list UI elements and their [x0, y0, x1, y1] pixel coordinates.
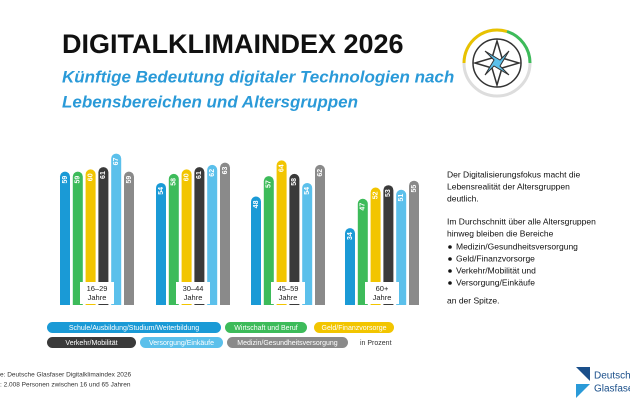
legend-pill [140, 337, 223, 348]
source: e: Deutsche Glasfaser Digitalklimaindex … [0, 372, 132, 379]
legend-pill [47, 322, 221, 333]
bullet [448, 281, 452, 285]
bullet [448, 257, 452, 261]
compass-icon [462, 28, 532, 98]
bar [263, 176, 274, 305]
bar [98, 167, 109, 305]
compass-arc [506, 30, 532, 64]
group-label: 60+ Jahre [373, 284, 392, 302]
value-label: 59 [126, 176, 133, 184]
legend-pill [314, 322, 394, 333]
value-label: 54 [158, 187, 165, 195]
subtitle-line: Künftige Bedeutung digitaler Technologie… [62, 67, 454, 86]
legend-pill [225, 322, 307, 333]
bar [370, 187, 381, 305]
value-label: 59 [62, 176, 69, 184]
value-label: 51 [398, 194, 405, 202]
side-list-item: Geld/Finanzvorsorge [456, 253, 535, 263]
value-label: 62 [317, 169, 324, 177]
bar [409, 180, 419, 305]
value-label: 60 [87, 173, 94, 181]
group-label-box [176, 282, 210, 304]
side-text: hinweg bleiben die Bereiche [447, 228, 554, 238]
source: : 2.008 Personen zwischen 16 und 65 Jahr… [0, 382, 131, 389]
value-label: 59 [75, 176, 82, 184]
side-text: deutlich. [447, 193, 479, 203]
group-label-box [80, 282, 114, 304]
bar [168, 173, 179, 305]
legend-pill [227, 337, 348, 348]
value-label: 62 [209, 169, 216, 177]
bar [357, 198, 368, 305]
bullet [448, 245, 452, 249]
legend-label: Geld/Finanzvorsorge [322, 325, 387, 332]
value-label: 54 [304, 187, 311, 195]
bar [72, 171, 83, 305]
bar [396, 189, 407, 305]
legend-label: Verkehr/Mobilität [65, 340, 117, 347]
group-label-box [271, 282, 305, 304]
value-label: 57 [266, 180, 273, 188]
side-list-item: Versorgung/Einkäufe [456, 277, 535, 287]
value-label: 58 [291, 178, 298, 186]
value-label: 61 [196, 171, 203, 179]
title: DIGITALKLIMAINDEX 2026 [62, 29, 404, 59]
group-label-box [365, 282, 399, 304]
compass-arc [462, 28, 508, 64]
side-list-item: Verkehr/Mobilität und [456, 265, 536, 275]
bar [315, 164, 325, 305]
bar [194, 167, 205, 305]
value-label: 60 [183, 173, 190, 181]
legend-pill [47, 337, 136, 348]
bar [156, 182, 166, 305]
value-label: 47 [360, 203, 367, 211]
bar [207, 164, 218, 305]
bar [289, 173, 300, 305]
value-label: 61 [100, 171, 107, 179]
compass-star-inner [484, 50, 510, 76]
side-text: Lebensrealität der Altersgruppen [447, 181, 570, 191]
side-text: Im Durchschnitt über alle Altersgruppen [447, 216, 596, 226]
legend-label: Medizin/Gesundheitsversorgung [237, 340, 337, 347]
group-label: 30–44 Jahre [183, 284, 204, 302]
bar [220, 162, 230, 305]
bar [181, 169, 192, 305]
bullet [448, 269, 452, 273]
logo-mark [576, 384, 590, 398]
value-label: 63 [222, 167, 229, 175]
value-label: 55 [411, 185, 418, 193]
subtitle-line: Lebensbereichen und Altersgruppen [62, 92, 358, 111]
group-label: 16–29 Jahre [87, 284, 108, 302]
bar [251, 196, 261, 305]
side-text: an der Spitze. [447, 295, 499, 305]
group-label: 45–59 Jahre [278, 284, 299, 302]
bar [111, 153, 122, 305]
bar [276, 160, 287, 305]
legend-label: Schule/Ausbildung/Studium/Weiterbildung [69, 325, 199, 332]
bar [60, 171, 70, 305]
bar [345, 228, 355, 305]
value-label: 53 [385, 189, 392, 197]
unit-note: in Prozent [360, 340, 392, 347]
value-label: 34 [347, 232, 354, 240]
logo-text: Glasfaser [594, 384, 630, 395]
value-label: 52 [372, 191, 379, 199]
legend-label: Wirtschaft und Beruf [234, 325, 297, 332]
legend-label: Versorgung/Einkäufe [149, 340, 214, 347]
bar [383, 185, 394, 305]
logo-mark [576, 367, 590, 381]
value-label: 67 [113, 157, 120, 165]
value-label: 58 [171, 178, 178, 186]
side-list-item: Medizin/Gesundheitsversorgung [456, 241, 578, 251]
value-label: 64 [278, 164, 285, 172]
side-text: Der Digitalisierungsfokus macht die [447, 169, 580, 179]
bar [85, 169, 96, 305]
bar [302, 182, 313, 305]
value-label: 48 [253, 200, 260, 208]
bar [124, 171, 134, 305]
logo: Deutsche Glasfaser [576, 367, 630, 398]
logo-text: Deutsche [594, 371, 630, 382]
